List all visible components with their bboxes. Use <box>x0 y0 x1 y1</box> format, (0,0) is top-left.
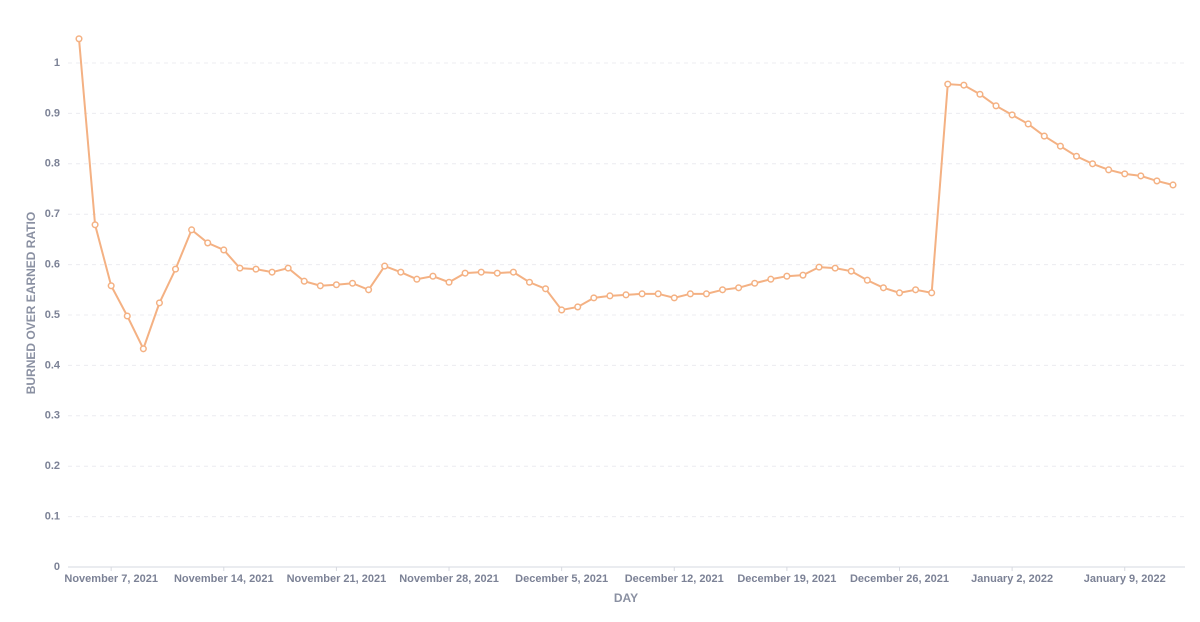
point <box>1105 166 1113 174</box>
point <box>863 276 871 284</box>
point <box>558 306 566 314</box>
y-tick-label: 0.7 <box>45 208 60 220</box>
x-axis-title: DAY <box>614 591 638 605</box>
point <box>268 268 276 276</box>
point <box>1072 152 1081 160</box>
point <box>1024 120 1032 128</box>
point <box>590 294 598 302</box>
point <box>574 303 582 311</box>
point <box>944 80 952 88</box>
y-tick-label: 0.3 <box>45 410 60 422</box>
point <box>316 282 324 290</box>
point <box>171 265 180 273</box>
point <box>1169 181 1177 189</box>
point <box>429 272 437 280</box>
y-tick-label: 0 <box>54 561 60 573</box>
point <box>928 289 936 297</box>
y-tick-label: 0.1 <box>45 511 60 523</box>
point <box>912 286 920 294</box>
y-tick-label: 0.4 <box>45 359 61 371</box>
x-tick-label: December 19, 2021 <box>737 573 836 585</box>
point <box>236 264 244 272</box>
point <box>815 263 823 271</box>
point <box>879 284 887 292</box>
point <box>1089 160 1097 168</box>
point <box>75 35 83 43</box>
point <box>123 312 131 320</box>
point <box>284 264 292 272</box>
point <box>461 269 469 277</box>
point <box>1153 177 1161 185</box>
point <box>960 81 968 89</box>
point <box>139 345 147 353</box>
point <box>751 279 759 287</box>
point <box>493 269 501 277</box>
point <box>799 271 807 279</box>
point <box>413 275 421 283</box>
line <box>78 38 1174 352</box>
x-tick-label: December 5, 2021 <box>515 573 608 585</box>
y-tick-label: 0.9 <box>45 107 60 119</box>
point <box>445 278 453 286</box>
x-tick-label: November 14, 2021 <box>174 573 274 585</box>
point <box>1040 132 1048 140</box>
point <box>348 279 357 287</box>
point <box>397 268 405 276</box>
point <box>606 292 614 300</box>
point <box>638 290 646 298</box>
point <box>831 264 839 272</box>
x-tick-label: January 9, 2022 <box>1084 573 1166 585</box>
point <box>735 284 743 292</box>
point <box>204 239 212 247</box>
point <box>767 275 775 283</box>
point <box>477 268 485 276</box>
point <box>365 286 373 294</box>
point <box>220 246 228 254</box>
point <box>107 282 115 290</box>
point <box>847 267 855 275</box>
y-tick-label: 0.6 <box>45 259 60 271</box>
point <box>718 286 727 294</box>
point <box>1056 142 1064 150</box>
point <box>976 90 984 98</box>
x-tick-label: November 28, 2021 <box>399 573 499 585</box>
point <box>332 281 340 289</box>
point <box>381 262 389 270</box>
x-tick-label: November 21, 2021 <box>287 573 387 585</box>
point <box>783 272 791 280</box>
point <box>686 290 694 298</box>
point <box>91 221 99 229</box>
y-tick-label: 0.5 <box>45 309 60 321</box>
point <box>509 268 517 276</box>
point <box>525 278 534 286</box>
y-tick-label: 0.8 <box>45 158 60 170</box>
point <box>1121 170 1129 178</box>
point <box>1008 111 1016 119</box>
x-tick-label: January 2, 2022 <box>971 573 1053 585</box>
y-axis-title: BURNED OVER EARNED RATIO <box>24 212 38 394</box>
y-tick-label: 1 <box>54 57 60 69</box>
point <box>895 289 904 297</box>
point <box>300 277 308 285</box>
point <box>542 285 550 293</box>
point <box>622 291 630 299</box>
point <box>654 290 662 298</box>
point <box>188 226 196 234</box>
point <box>670 294 678 302</box>
point <box>1137 172 1145 180</box>
x-tick-label: December 26, 2021 <box>850 573 949 585</box>
x-tick-label: November 7, 2021 <box>64 573 158 585</box>
point <box>702 290 710 298</box>
y-tick-label: 0.2 <box>45 460 60 472</box>
point <box>155 299 163 307</box>
point <box>252 265 260 273</box>
x-tick-label: December 12, 2021 <box>625 573 724 585</box>
point <box>992 102 1000 110</box>
